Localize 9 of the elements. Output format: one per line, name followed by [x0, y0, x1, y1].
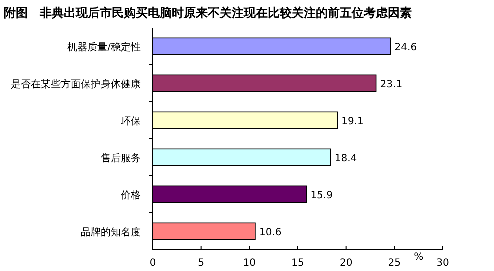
- xtick: 25: [388, 258, 402, 269]
- xtick: 0: [150, 258, 156, 269]
- xtick: 30: [436, 258, 450, 269]
- xtick: 20: [340, 258, 353, 269]
- xtick: 5: [198, 258, 205, 269]
- xtick: 15: [292, 258, 304, 269]
- xtick: 10: [243, 258, 256, 269]
- title: 附图 非典出现后市民购买电脑时原来不关注现在比较关注的前五位考虑因素: [4, 6, 412, 20]
- xlabel: %: [414, 252, 424, 263]
